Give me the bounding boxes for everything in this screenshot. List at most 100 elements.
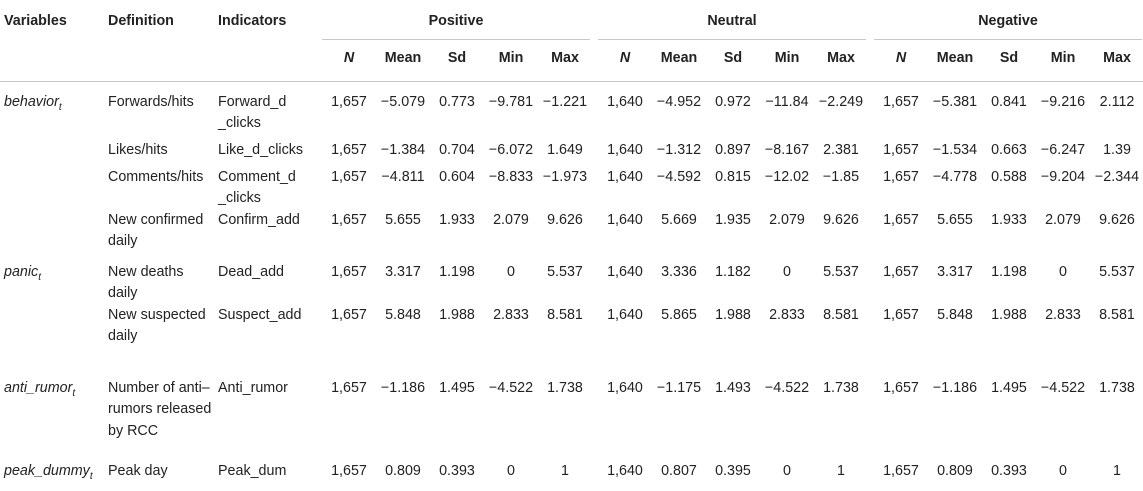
value-neutral-max: 9.626 — [823, 212, 859, 228]
value-positive-mean: −4.811 — [381, 169, 425, 185]
value-negative-max: 5.537 — [1099, 264, 1135, 280]
value-negative-sd: 1.198 — [991, 264, 1027, 280]
value-neutral-n: 1,640 — [607, 142, 643, 158]
value-neutral-sd: 0.897 — [715, 142, 751, 158]
value-positive-mean: 3.317 — [385, 264, 421, 280]
value-negative-n: 1,657 — [883, 264, 919, 280]
value-negative-mean: −4.778 — [932, 169, 978, 185]
indicator-cell: Dead_add — [218, 264, 284, 280]
group-rule-neutral — [598, 39, 866, 40]
value-neutral-mean: −4.592 — [656, 169, 702, 185]
value-negative-mean: −1.534 — [932, 142, 978, 158]
value-positive-mean: −1.186 — [380, 380, 426, 396]
value-negative-max: 2.112 — [1099, 94, 1135, 110]
definition-cell: Forwards/hits — [108, 94, 194, 110]
definition-cell: New suspected daily — [108, 307, 206, 345]
variable-name: behaviort — [4, 92, 62, 118]
definition-cell: Likes/hits — [108, 142, 168, 158]
value-negative-n: 1,657 — [883, 142, 919, 158]
header-neutral-min: Min — [774, 50, 800, 66]
value-positive-max: 9.626 — [547, 212, 583, 228]
value-negative-n: 1,657 — [883, 94, 919, 110]
value-neutral-mean: 0.807 — [661, 463, 697, 479]
value-negative-sd: 0.588 — [991, 169, 1027, 185]
definition-cell: Comments/hits — [108, 169, 204, 185]
value-neutral-max: −2.249 — [818, 94, 864, 110]
value-positive-n: 1,657 — [331, 212, 367, 228]
value-positive-max: 5.537 — [547, 264, 583, 280]
value-positive-min: −9.781 — [488, 94, 534, 110]
value-negative-n: 1,657 — [883, 307, 919, 323]
value-positive-n: 1,657 — [331, 142, 367, 158]
value-negative-min: −9.204 — [1040, 169, 1086, 185]
variable-name: anti_rumort — [4, 378, 75, 404]
value-neutral-n: 1,640 — [607, 169, 643, 185]
value-negative-sd: 1.495 — [991, 380, 1027, 396]
value-positive-min: 0 — [507, 264, 515, 280]
value-negative-min: 0 — [1059, 463, 1067, 479]
header-neutral-max: Max — [827, 50, 855, 66]
header-variables: Variables — [4, 13, 67, 29]
value-negative-min: −4.522 — [1040, 380, 1086, 396]
header-rule — [0, 81, 1143, 82]
value-negative-mean: 5.848 — [937, 307, 973, 323]
value-negative-min: −6.247 — [1040, 142, 1086, 158]
value-neutral-sd: 0.972 — [715, 94, 751, 110]
value-neutral-max: −1.85 — [822, 169, 860, 185]
value-positive-max: 1 — [561, 463, 569, 479]
value-neutral-sd: 0.815 — [715, 169, 751, 185]
value-neutral-mean: −1.175 — [656, 380, 702, 396]
header-positive-n: N — [343, 50, 355, 66]
value-neutral-mean: 5.669 — [661, 212, 697, 228]
definition-cell: Peak day — [108, 463, 168, 479]
header-indicators: Indicators — [218, 13, 287, 29]
value-positive-min: 2.833 — [493, 307, 529, 323]
value-neutral-min: 2.833 — [769, 307, 805, 323]
value-neutral-n: 1,640 — [607, 264, 643, 280]
header-neutral-sd: Sd — [723, 50, 743, 66]
value-negative-max: 9.626 — [1099, 212, 1135, 228]
value-positive-max: −1.221 — [542, 94, 588, 110]
value-neutral-min: 0 — [783, 264, 791, 280]
value-neutral-mean: −4.952 — [656, 94, 702, 110]
value-neutral-min: 0 — [783, 463, 791, 479]
group-rule-negative — [874, 39, 1142, 40]
value-positive-n: 1,657 — [331, 169, 367, 185]
value-positive-sd: 1.988 — [439, 307, 475, 323]
value-negative-sd: 1.933 — [991, 212, 1027, 228]
header-positive-mean: Mean — [384, 50, 422, 66]
value-positive-min: 0 — [507, 463, 515, 479]
value-negative-max: 8.581 — [1099, 307, 1135, 323]
value-negative-n: 1,657 — [883, 380, 919, 396]
header-negative-mean: Mean — [936, 50, 974, 66]
variable-subscript: t — [72, 387, 76, 399]
value-neutral-n: 1,640 — [607, 307, 643, 323]
value-neutral-max: 1.738 — [823, 380, 859, 396]
header-neutral-n: N — [619, 50, 631, 66]
value-positive-sd: 1.495 — [439, 380, 475, 396]
indicator-cell: Anti_rumor — [218, 380, 288, 396]
value-positive-min: 2.079 — [493, 212, 529, 228]
definition-cell: Number of anti–rumors released by RCC — [108, 380, 212, 439]
value-positive-mean: 5.655 — [385, 212, 421, 228]
value-neutral-n: 1,640 — [607, 94, 643, 110]
value-positive-mean: −5.079 — [380, 94, 426, 110]
header-positive-sd: Sd — [447, 50, 467, 66]
value-neutral-max: 8.581 — [823, 307, 859, 323]
value-neutral-min: −8.167 — [764, 142, 810, 158]
value-positive-max: 1.649 — [547, 142, 583, 158]
variable-subscript: t — [58, 101, 62, 113]
value-neutral-mean: 3.336 — [661, 264, 697, 280]
value-negative-n: 1,657 — [883, 212, 919, 228]
variable-name-text: panic — [4, 264, 39, 280]
value-negative-mean: 3.317 — [937, 264, 973, 280]
value-neutral-sd: 1.493 — [715, 380, 751, 396]
header-definition: Definition — [108, 13, 174, 29]
value-positive-n: 1,657 — [331, 307, 367, 323]
indicator-cell: Suspect_add — [218, 307, 302, 323]
definition-cell: New confirmed daily — [108, 212, 204, 250]
value-positive-sd: 1.933 — [439, 212, 475, 228]
value-negative-n: 1,657 — [883, 463, 919, 479]
value-negative-n: 1,657 — [883, 169, 919, 185]
indicator-cell: Peak_dum — [218, 463, 287, 479]
